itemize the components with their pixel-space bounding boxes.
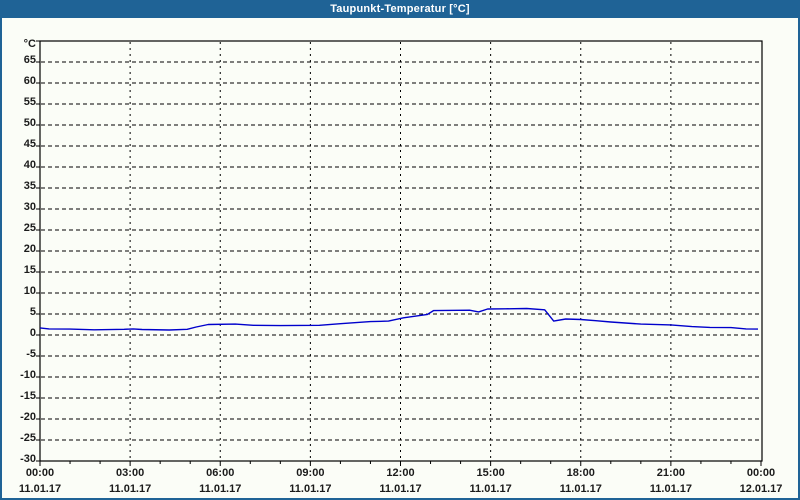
y-axis-tick-label: 5 <box>29 306 36 318</box>
x-axis-date-label: 11.01.17 <box>469 483 512 495</box>
y-axis-tick-label: -25 <box>20 432 36 444</box>
y-axis-tick-label: 45 <box>23 138 36 150</box>
y-axis-tick-label: 20 <box>23 243 36 255</box>
x-axis-time-label: 03:00 <box>116 467 145 479</box>
y-axis-tick-label: -5 <box>26 348 36 360</box>
y-axis-tick-label: -10 <box>20 369 36 381</box>
y-axis-tick-label: 0 <box>29 327 36 339</box>
y-axis-tick-label: -20 <box>20 411 36 423</box>
x-axis-date-label: 11.01.17 <box>289 483 332 495</box>
series-line <box>39 307 759 331</box>
y-axis-tick-label: 40 <box>23 159 36 171</box>
x-axis-time-label: 00:00 <box>25 467 55 479</box>
x-axis-date-label: 12.01.17 <box>739 483 783 495</box>
y-axis-tick-label: 10 <box>23 285 36 297</box>
y-axis-tick-label: -15 <box>20 390 36 402</box>
y-axis-unit-label: °C <box>23 38 36 50</box>
y-axis-tick-label: 65 <box>23 54 36 66</box>
x-axis-time-label: 00:00 <box>746 467 776 479</box>
x-axis-time-label: 15:00 <box>476 467 505 479</box>
x-axis-date-label: 11.01.17 <box>199 483 242 495</box>
x-axis-date-label: 11.01.17 <box>649 483 692 495</box>
y-axis-tick-label: 15 <box>23 264 36 276</box>
y-axis-tick-label: 35 <box>23 180 36 192</box>
window-titlebar: Taupunkt-Temperatur [°C] <box>2 0 798 18</box>
y-axis-tick-label: 25 <box>23 222 36 234</box>
x-axis-time-label: 21:00 <box>656 467 685 479</box>
x-axis-date-label: 11.01.17 <box>379 483 422 495</box>
x-axis-time-label: 06:00 <box>206 467 235 479</box>
x-axis-time-label: 18:00 <box>566 467 595 479</box>
x-axis-date-label: 11.01.17 <box>559 483 602 495</box>
y-axis-tick-label: 50 <box>23 117 36 129</box>
x-axis-date-label: 11.01.17 <box>18 483 62 495</box>
window-title: Taupunkt-Temperatur [°C] <box>330 3 470 15</box>
x-axis-time-label: 09:00 <box>296 467 325 479</box>
x-axis-time-label: 12:00 <box>386 467 415 479</box>
y-axis-tick-label: 55 <box>23 96 36 108</box>
y-axis-tick-label: 60 <box>23 75 36 87</box>
y-axis-tick-label: 30 <box>23 201 36 213</box>
x-axis-date-label: 11.01.17 <box>109 483 152 495</box>
y-axis-tick-label: -30 <box>20 453 36 465</box>
